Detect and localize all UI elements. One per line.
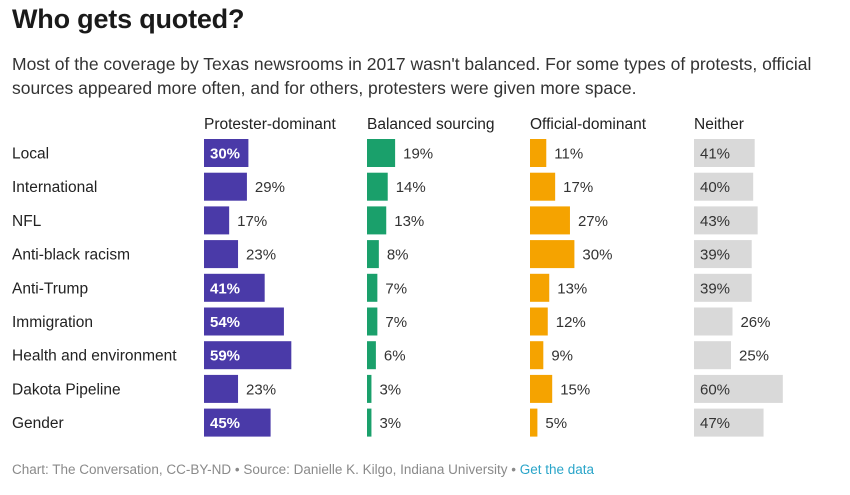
value-label-protester-dominant-nfl: 17% <box>237 213 267 230</box>
value-label-neither-gender: 47% <box>700 415 730 432</box>
bar-neither-gender <box>694 408 764 437</box>
bar-neither-local <box>694 139 755 167</box>
category-label-anti-trump: Anti-Trump <box>12 280 88 297</box>
value-label-official-dominant-anti-black-racism: 30% <box>582 247 612 264</box>
value-label-protester-dominant-local: 30% <box>210 146 240 163</box>
bar-balanced-sourcing-nfl <box>367 206 387 235</box>
value-label-protester-dominant-gender: 45% <box>210 415 240 432</box>
series-header-balanced-sourcing: Balanced sourcing <box>367 116 495 133</box>
bar-balanced-sourcing-anti-black-racism <box>367 240 379 269</box>
value-label-balanced-sourcing-immigration: 7% <box>385 314 407 331</box>
value-label-protester-dominant-immigration: 54% <box>210 314 240 331</box>
value-label-official-dominant-local: 11% <box>554 146 583 163</box>
value-label-neither-international: 40% <box>700 179 730 196</box>
value-label-neither-nfl: 43% <box>700 213 730 230</box>
get-the-data-link[interactable]: Get the data <box>519 462 595 477</box>
bar-protester-dominant-international <box>204 172 247 201</box>
category-label-international: International <box>12 179 97 196</box>
bar-protester-dominant-health-and-environment <box>204 341 292 370</box>
value-label-official-dominant-gender: 5% <box>545 415 567 432</box>
category-label-local: Local <box>12 146 49 163</box>
value-label-protester-dominant-health-and-environment: 59% <box>210 348 240 365</box>
value-label-protester-dominant-international: 29% <box>255 179 285 196</box>
bar-balanced-sourcing-immigration <box>367 307 378 336</box>
value-label-balanced-sourcing-international: 14% <box>396 179 426 196</box>
value-label-neither-anti-black-racism: 39% <box>700 247 730 264</box>
category-label-dakota-pipeline: Dakota Pipeline <box>12 381 121 398</box>
bar-balanced-sourcing-local <box>367 139 396 167</box>
category-label-nfl: NFL <box>12 213 42 230</box>
value-label-protester-dominant-anti-trump: 41% <box>210 280 240 297</box>
chart-title: Who gets quoted? <box>12 4 245 34</box>
category-label-gender: Gender <box>12 415 64 432</box>
bar-balanced-sourcing-gender <box>367 408 372 437</box>
bar-official-dominant-anti-black-racism <box>530 240 575 269</box>
value-label-neither-health-and-environment: 25% <box>739 348 769 365</box>
value-label-neither-dakota-pipeline: 60% <box>700 381 730 398</box>
bar-official-dominant-immigration <box>530 307 548 336</box>
category-label-immigration: Immigration <box>12 314 93 331</box>
category-label-anti-black-racism: Anti-black racism <box>12 247 130 264</box>
bar-protester-dominant-anti-black-racism <box>204 240 239 269</box>
value-label-official-dominant-international: 17% <box>563 179 593 196</box>
value-label-balanced-sourcing-nfl: 13% <box>394 213 424 230</box>
bar-protester-dominant-anti-trump <box>204 273 265 302</box>
footer-credit: Chart: The Conversation, CC-BY-ND • Sour… <box>12 462 516 477</box>
bar-official-dominant-anti-trump <box>530 273 550 302</box>
value-label-protester-dominant-dakota-pipeline: 23% <box>246 381 276 398</box>
bar-official-dominant-dakota-pipeline <box>530 374 553 403</box>
value-label-neither-immigration: 26% <box>740 314 770 331</box>
bar-balanced-sourcing-dakota-pipeline <box>367 374 372 403</box>
value-label-neither-local: 41% <box>700 146 730 163</box>
category-label-health-and-environment: Health and environment <box>12 348 177 365</box>
bar-neither-nfl <box>694 206 758 235</box>
value-label-balanced-sourcing-gender: 3% <box>379 415 401 432</box>
bar-neither-dakota-pipeline <box>694 374 783 403</box>
bar-neither-anti-trump <box>694 273 752 302</box>
value-label-neither-anti-trump: 39% <box>700 280 730 297</box>
bar-balanced-sourcing-health-and-environment <box>367 341 376 370</box>
bar-balanced-sourcing-anti-trump <box>367 273 378 302</box>
chart-footer: Chart: The Conversation, CC-BY-ND • Sour… <box>12 462 594 477</box>
bar-official-dominant-international <box>530 172 556 201</box>
grouped-bar-chart: Protester-dominant Balanced sourcing Offic… <box>12 116 783 437</box>
bar-protester-dominant-immigration <box>204 307 284 336</box>
bar-balanced-sourcing-international <box>367 172 388 201</box>
value-label-official-dominant-immigration: 12% <box>556 314 586 331</box>
series-header-neither: Neither <box>694 116 744 133</box>
bar-neither-immigration <box>694 307 733 336</box>
chart-subtitle: Most of the coverage by Texas newsrooms … <box>12 54 812 98</box>
bar-official-dominant-local <box>530 139 547 167</box>
value-label-official-dominant-health-and-environment: 9% <box>551 348 573 365</box>
bar-protester-dominant-dakota-pipeline <box>204 374 239 403</box>
bar-neither-international <box>694 172 754 201</box>
series-header-protester-dominant: Protester-dominant <box>204 116 337 133</box>
series-header-official-dominant: Official-dominant <box>530 116 647 133</box>
bar-protester-dominant-nfl <box>204 206 230 235</box>
value-label-balanced-sourcing-local: 19% <box>403 146 433 163</box>
value-label-balanced-sourcing-anti-trump: 7% <box>385 280 407 297</box>
value-label-balanced-sourcing-health-and-environment: 6% <box>384 348 406 365</box>
bar-neither-anti-black-racism <box>694 240 752 269</box>
value-label-official-dominant-anti-trump: 13% <box>557 280 587 297</box>
bar-neither-health-and-environment <box>694 341 731 370</box>
value-label-protester-dominant-anti-black-racism: 23% <box>246 247 276 264</box>
value-label-official-dominant-nfl: 27% <box>578 213 608 230</box>
bar-official-dominant-gender <box>530 408 538 437</box>
value-label-balanced-sourcing-dakota-pipeline: 3% <box>379 381 401 398</box>
bar-official-dominant-health-and-environment <box>530 341 544 370</box>
bar-official-dominant-nfl <box>530 206 570 235</box>
value-label-balanced-sourcing-anti-black-racism: 8% <box>387 247 409 264</box>
bar-protester-dominant-gender <box>204 408 271 437</box>
bar-protester-dominant-local <box>204 139 249 167</box>
value-label-official-dominant-dakota-pipeline: 15% <box>560 381 590 398</box>
